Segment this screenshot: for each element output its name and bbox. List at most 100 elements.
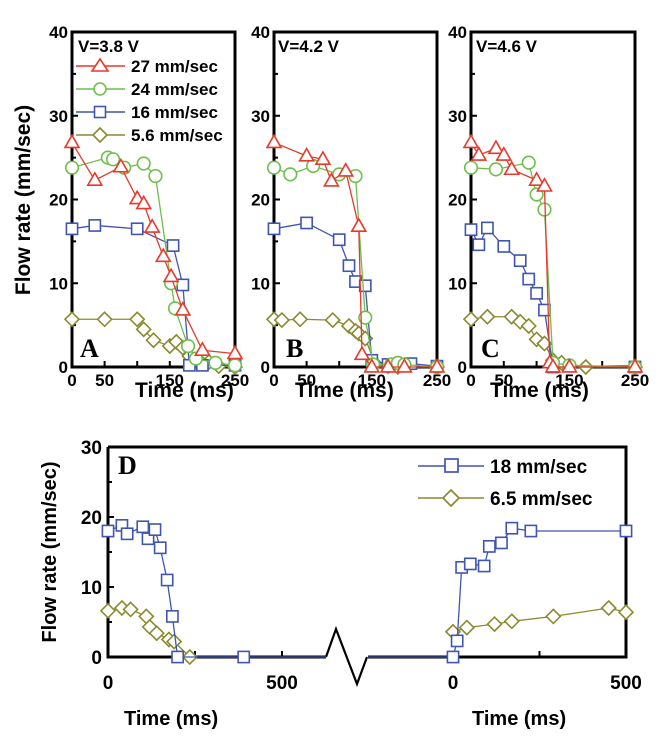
data-point: [505, 521, 519, 535]
legend-label: 24 mm/sec: [131, 80, 218, 99]
data-point: [65, 222, 79, 236]
data-point: [298, 146, 315, 162]
data-point: [520, 317, 537, 335]
data-point: [450, 634, 464, 648]
square-marker-icon: [93, 105, 107, 119]
panel-d-ylabel: Flow rate (mm/sec): [39, 461, 61, 642]
x-tick-label: 500: [266, 673, 298, 694]
y-tick-label: 20: [81, 508, 102, 529]
data-point: [530, 286, 543, 300]
data-point: [480, 221, 494, 235]
y-tick-label: 30: [49, 107, 68, 126]
x-tick-label: 250: [423, 371, 451, 390]
x-tick-label: 150: [358, 371, 386, 390]
data-point: [267, 222, 281, 236]
data-point: [487, 139, 505, 155]
data-point: [358, 310, 373, 325]
panel-c-letter: C: [481, 334, 500, 363]
data-point: [194, 341, 211, 356]
data-point: [148, 625, 165, 642]
y-tick-label: 20: [448, 191, 467, 210]
data-point: [129, 311, 146, 328]
data-point: [379, 358, 397, 373]
legend-label: 16 mm/sec: [131, 103, 218, 122]
diamond-marker-icon: [91, 126, 109, 144]
data-point: [626, 358, 644, 373]
data-point: [536, 177, 553, 192]
panel-d-letter: D: [118, 451, 137, 480]
legend-entry-16: 16 mm/sec: [76, 103, 218, 122]
data-point: [273, 311, 290, 329]
data-point: [171, 650, 184, 664]
data-point: [165, 609, 179, 623]
panel-c-voltage: V=4.6 V: [476, 37, 538, 56]
y-tick-label: 40: [49, 23, 68, 42]
panel-d-legend: 18 mm/sec 6.5 mm/sec: [418, 457, 593, 510]
legend-entry-24: 24 mm/sec: [76, 80, 218, 99]
data-point: [162, 267, 180, 283]
data-point: [495, 536, 508, 550]
panel-b-xlabel: Time (ms): [295, 379, 394, 402]
x-tick-label: 0: [103, 673, 114, 694]
data-point: [101, 524, 115, 538]
data-point: [291, 311, 309, 328]
series-27-mm-sec: [63, 133, 244, 360]
data-point: [63, 133, 81, 149]
legend-label: 27 mm/sec: [131, 57, 218, 76]
square-marker-icon: [444, 458, 459, 473]
data-point: [145, 332, 162, 349]
data-point: [363, 358, 381, 373]
panel-d-series: [99, 518, 635, 666]
series-18-mm-sec: [101, 518, 633, 664]
panel-a-legend: 27 mm/sec 24 mm/sec 16 mm/sec 5.6 mm/sec: [76, 57, 223, 145]
data-point: [342, 259, 356, 273]
x-tick-label: 500: [610, 673, 642, 694]
data-point: [524, 524, 538, 538]
y-tick-label: 10: [81, 578, 102, 599]
x-tick-label: 0: [269, 371, 278, 390]
data-point: [227, 358, 243, 373]
data-point: [479, 308, 496, 325]
data-point: [88, 219, 102, 232]
data-point: [136, 156, 151, 171]
data-point: [283, 167, 298, 182]
legend-label: 18 mm/sec: [490, 457, 588, 478]
data-point: [544, 358, 562, 373]
y-tick-label: 40: [251, 23, 270, 42]
data-point: [545, 608, 562, 625]
y-tick-label: 0: [261, 358, 270, 377]
data-point: [112, 157, 130, 173]
data-point: [462, 133, 480, 149]
x-tick-label: 0: [67, 371, 76, 390]
data-point: [522, 272, 536, 286]
data-point: [105, 152, 121, 167]
data-point: [464, 223, 478, 237]
y-tick-label: 30: [81, 438, 102, 459]
data-point: [600, 599, 617, 617]
data-point: [63, 311, 81, 328]
x-tick-label: 50: [297, 371, 316, 390]
x-tick-label: 0: [448, 673, 459, 694]
data-point: [266, 160, 282, 175]
data-point: [180, 338, 196, 354]
data-point: [353, 345, 371, 361]
data-point: [143, 218, 161, 233]
data-point: [141, 532, 155, 546]
y-tick-label: 0: [59, 358, 68, 377]
data-point: [337, 162, 355, 177]
data-point: [617, 604, 635, 621]
data-point: [358, 279, 372, 293]
y-tick-label: 40: [448, 23, 467, 42]
x-tick-label: 0: [466, 371, 475, 390]
data-point: [350, 217, 368, 232]
data-point: [619, 524, 633, 538]
y-tick-label: 10: [448, 274, 467, 293]
data-point: [148, 168, 163, 184]
data-point: [497, 240, 511, 253]
data-point: [396, 358, 413, 373]
data-point: [513, 254, 527, 268]
data-point: [428, 358, 446, 373]
legend-entry-5-6: 5.6 mm/sec: [76, 126, 223, 145]
panel-a: V=3.8 V A Time (ms) Flow rate (mm/sec) 0…: [12, 23, 249, 402]
data-point: [332, 233, 346, 247]
